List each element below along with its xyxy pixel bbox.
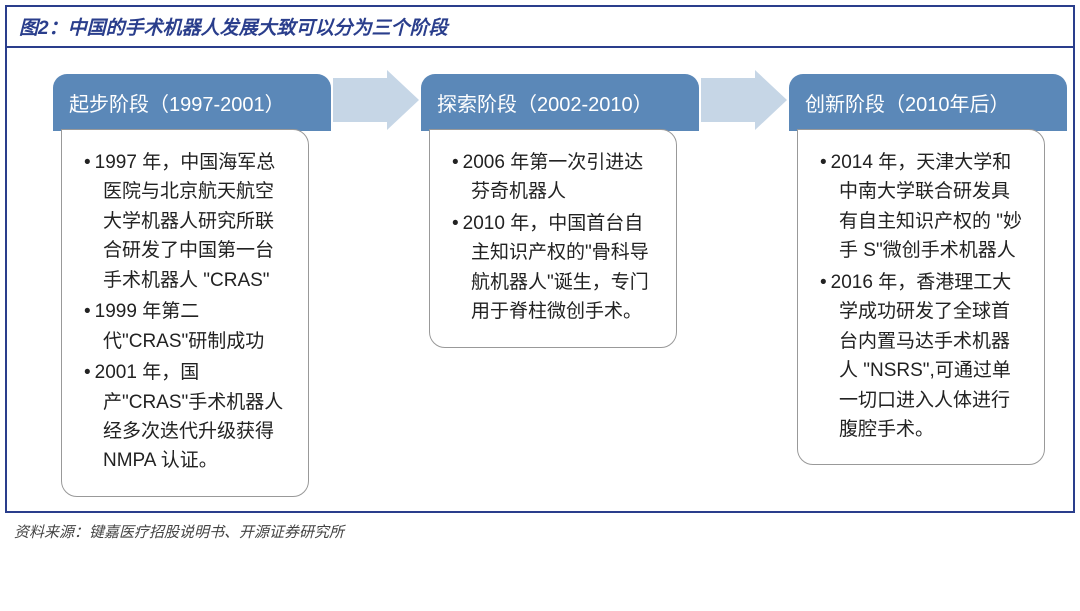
stage-1-body: 1997 年，中国海军总医院与北京航天航空大学机器人研究所联合研发了中国第一台手…	[61, 129, 309, 497]
stage-3-header: 创新阶段（2010年后）	[789, 74, 1067, 131]
stage-2-body: 2006 年第一次引进达芬奇机器人 2010 年，中国首台自主知识产权的"骨科导…	[429, 129, 677, 348]
stage-1: 起步阶段（1997-2001） 1997 年，中国海军总医院与北京航天航空大学机…	[53, 74, 331, 497]
stage-3: 创新阶段（2010年后） 2014 年，天津大学和中南大学联合研发具有自主知识产…	[789, 74, 1067, 465]
source-line: 资料来源：键嘉医疗招股说明书、开源证券研究所	[14, 521, 1080, 542]
stage-2: 探索阶段（2002-2010） 2006 年第一次引进达芬奇机器人 2010 年…	[421, 74, 699, 348]
stage-3-body: 2014 年，天津大学和中南大学联合研发具有自主知识产权的 "妙手 S"微创手术…	[797, 129, 1045, 465]
list-item: 2001 年，国产"CRAS"手术机器人经多次迭代升级获得NMPA 认证。	[84, 358, 290, 476]
arrow-icon	[331, 70, 421, 497]
stage-1-header: 起步阶段（1997-2001）	[53, 74, 331, 131]
stage-3-list: 2014 年，天津大学和中南大学联合研发具有自主知识产权的 "妙手 S"微创手术…	[820, 148, 1026, 444]
list-item: 2016 年，香港理工大学成功研发了全球首台内置马达手术机器人 "NSRS",可…	[820, 268, 1026, 445]
list-item: 2010 年，中国首台自主知识产权的"骨科导航机器人"诞生，专门用于脊柱微创手术…	[452, 209, 658, 327]
stage-row: 起步阶段（1997-2001） 1997 年，中国海军总医院与北京航天航空大学机…	[7, 48, 1073, 497]
list-item: 1999 年第二代"CRAS"研制成功	[84, 297, 290, 356]
list-item: 1997 年，中国海军总医院与北京航天航空大学机器人研究所联合研发了中国第一台手…	[84, 148, 290, 295]
arrow-icon	[699, 70, 789, 497]
stage-2-header: 探索阶段（2002-2010）	[421, 74, 699, 131]
figure-title-bar: 图2：中国的手术机器人发展大致可以分为三个阶段	[7, 7, 1073, 48]
figure-title: 图2：中国的手术机器人发展大致可以分为三个阶段	[19, 18, 448, 39]
list-item: 2014 年，天津大学和中南大学联合研发具有自主知识产权的 "妙手 S"微创手术…	[820, 148, 1026, 266]
list-item: 2006 年第一次引进达芬奇机器人	[452, 148, 658, 207]
stage-1-list: 1997 年，中国海军总医院与北京航天航空大学机器人研究所联合研发了中国第一台手…	[84, 148, 290, 476]
stage-2-list: 2006 年第一次引进达芬奇机器人 2010 年，中国首台自主知识产权的"骨科导…	[452, 148, 658, 327]
figure-frame: 图2：中国的手术机器人发展大致可以分为三个阶段 起步阶段（1997-2001） …	[5, 5, 1075, 513]
